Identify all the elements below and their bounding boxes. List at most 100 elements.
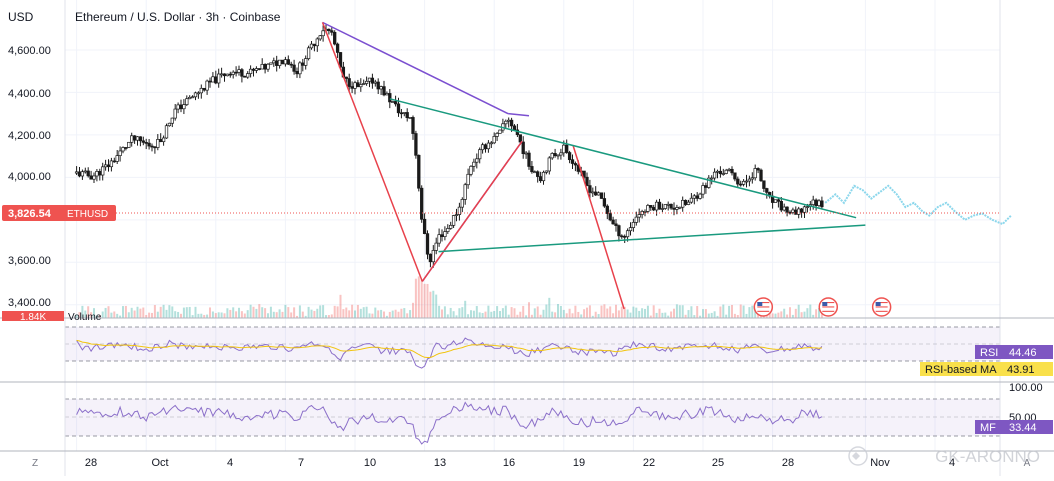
candle-body [817,200,821,207]
candle-body [263,63,267,70]
candle-body [617,225,621,237]
volume-bar [588,305,591,318]
volume-bar [197,313,200,318]
volume-bar [267,313,269,318]
volume-bar [687,310,690,318]
candle-body [251,68,256,71]
time-tick: 22 [643,457,655,469]
volume-bar [528,302,530,318]
candle-body [150,145,154,148]
volume-bar [255,308,258,318]
volume-bar [702,309,704,318]
volume-bar [75,314,78,318]
volume-bar [707,313,710,318]
candle-body [272,60,276,64]
volume-bar [133,310,136,318]
trend-drawings[interactable] [321,21,866,310]
candle-body [727,168,731,171]
price-axis[interactable]: 4,600.00 4,400.00 4,200.00 4,000.00 3,60… [8,45,51,309]
candle-body [92,175,96,180]
rsi-legend: RSI 44.46 RSI-based MA 43.91 [920,345,1053,376]
candle-body [715,170,720,173]
flag-stripe [757,304,770,306]
volume-bar [664,312,667,318]
candle-body [701,185,705,195]
us-event-flag-icon[interactable] [753,297,774,317]
candle-body [565,144,569,153]
candle-body [248,68,253,74]
candle-body [509,119,514,127]
volume-bar [794,308,797,318]
volume-bar [461,307,464,318]
candle-body [443,231,447,237]
volume-bar [104,307,107,318]
us-event-flag-icon[interactable] [871,297,892,317]
rsi-ma-badge [920,362,1053,376]
drop-line-2 [421,140,523,282]
volume-bar [519,311,522,318]
flag-canton [875,302,881,306]
volume-bar [783,308,786,318]
candle-body [359,84,363,88]
time-tick: 4 [227,457,233,469]
candle-body [805,206,810,208]
last-price-badge [2,205,116,221]
candle-body [672,207,676,210]
volume-bar [272,311,275,318]
candle-body [541,171,546,182]
candle-body [779,200,783,211]
volume-bar [301,311,304,318]
volume-bar [119,315,122,318]
candle-body [512,125,517,131]
candle-body [637,214,641,218]
volume-bar [316,308,319,318]
volume-bar [530,314,533,318]
candle-body [86,170,90,177]
candle-body [704,185,708,188]
candle-body [762,180,766,189]
volume-bar [751,305,754,318]
volume-bar [652,305,655,318]
volume-bar [90,312,93,318]
price-tick: 3,600.00 [8,255,51,267]
volume-bar [278,309,281,318]
auto-scale-button[interactable]: A [1024,458,1031,469]
candle-body [791,209,795,213]
candle-body [527,152,531,167]
economic-events[interactable] [753,297,892,317]
candle-body [643,211,647,213]
triangle-lower-line [438,224,866,253]
candle-body [246,73,250,78]
mf-label: MF [980,422,996,434]
candle-body [391,101,395,103]
candle-body [277,59,282,66]
volume-bar [153,305,156,318]
volume-bar [501,308,504,318]
candle-body [370,77,375,84]
volume-bar [426,283,429,318]
volume-bar [107,306,110,318]
volume-bar [464,300,467,318]
zoom-reset-button[interactable]: Z [32,458,38,469]
volume-bar [745,313,748,318]
volume-bar [113,311,116,318]
candle-body [663,204,667,209]
candle-body [124,147,128,149]
us-event-flag-icon[interactable] [818,297,839,317]
volume-bar [182,307,185,318]
candle-body [692,195,696,199]
candle-body [353,82,357,89]
volume-bar [696,306,699,318]
volume-bar [391,310,394,318]
candle-body [449,224,453,229]
volume-bar [145,315,148,318]
time-axis[interactable]: 28 Oct 4 7 10 13 16 19 22 25 28 Nov 4 [85,457,955,469]
candle-body [773,199,778,203]
volume-bar [661,312,664,318]
candle-body [112,160,116,163]
candle-body [199,87,203,94]
volume-bar [130,307,133,318]
volume-bar [284,304,287,318]
volume-bar [559,305,562,318]
